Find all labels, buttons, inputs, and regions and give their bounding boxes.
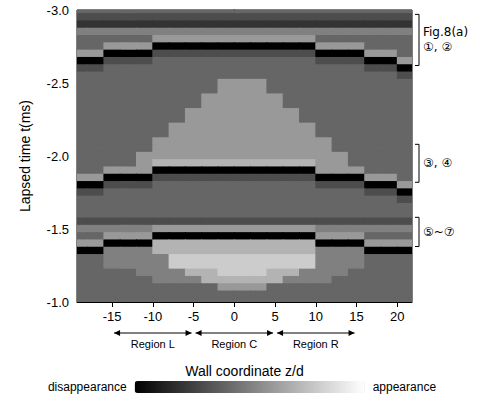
svg-text:20: 20: [390, 309, 404, 324]
svg-text:5: 5: [271, 309, 278, 324]
svg-text:①, ②: ①, ②: [423, 40, 452, 54]
svg-text:-1.0: -1.0: [47, 295, 69, 310]
svg-text:-10: -10: [143, 309, 162, 324]
svg-text:Wall coordinate z/d: Wall coordinate z/d: [185, 363, 304, 379]
svg-text:0: 0: [231, 309, 238, 324]
svg-text:disappearance: disappearance: [48, 380, 127, 394]
svg-text:-2.0: -2.0: [47, 149, 69, 164]
svg-text:Lapsed time t(ms): Lapsed time t(ms): [17, 100, 33, 212]
svg-text:-2.5: -2.5: [47, 76, 69, 91]
svg-text:-1.5: -1.5: [47, 222, 69, 237]
svg-text:-15: -15: [103, 309, 122, 324]
svg-text:③, ④: ③, ④: [423, 156, 452, 170]
svg-text:Fig.8(a): Fig.8(a): [423, 25, 468, 39]
svg-text:appearance: appearance: [373, 380, 437, 394]
svg-text:15: 15: [349, 309, 363, 324]
svg-text:⑤~⑦: ⑤~⑦: [423, 225, 455, 239]
svg-text:-5: -5: [188, 309, 200, 324]
svg-text:Region L: Region L: [131, 338, 175, 350]
svg-text:10: 10: [309, 309, 323, 324]
svg-text:-3.0: -3.0: [47, 3, 69, 18]
svg-text:Region C: Region C: [211, 338, 257, 350]
svg-text:Region R: Region R: [293, 338, 339, 350]
